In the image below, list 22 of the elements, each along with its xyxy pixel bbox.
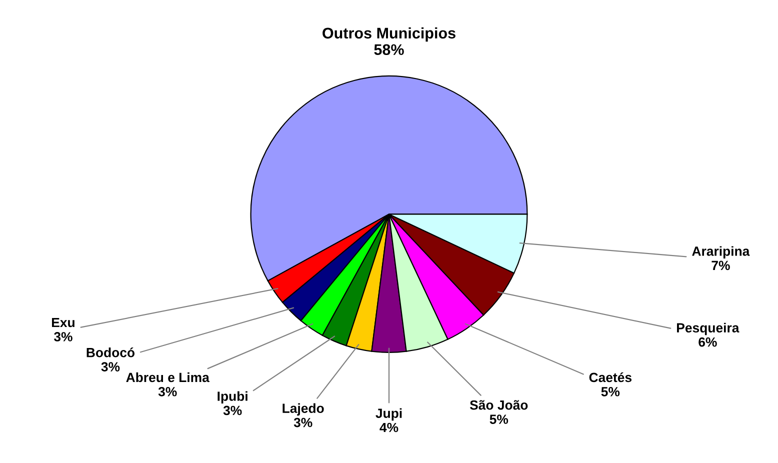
- slice-label: Araripina: [692, 246, 750, 258]
- data-label: 5%: [490, 414, 508, 424]
- data-label: 7%: [712, 260, 730, 270]
- data-label: 3%: [101, 362, 120, 372]
- slice-label: Bodocó: [86, 347, 135, 358]
- slice-label: Lajedo: [282, 403, 324, 416]
- slice-label: Pesqueira: [677, 322, 740, 336]
- data-label: 3%: [54, 332, 72, 342]
- data-label: 5%: [601, 387, 620, 396]
- slice-label: Caetés: [589, 372, 632, 382]
- slice-label: Exu: [52, 318, 74, 328]
- data-label: 3%: [158, 386, 177, 396]
- slice-label: Ipubi: [218, 391, 248, 404]
- data-label: 6%: [698, 337, 717, 347]
- data-label: 3%: [223, 406, 242, 416]
- slice-label: Outros Municipios: [322, 27, 456, 42]
- data-label: 4%: [380, 422, 398, 432]
- slice-label: São João: [470, 400, 528, 410]
- slice-label: Abreu e Lima: [126, 372, 210, 382]
- data-label: 58%: [374, 44, 404, 56]
- slice-label: Jupi: [376, 408, 402, 421]
- data-label: 3%: [294, 418, 312, 428]
